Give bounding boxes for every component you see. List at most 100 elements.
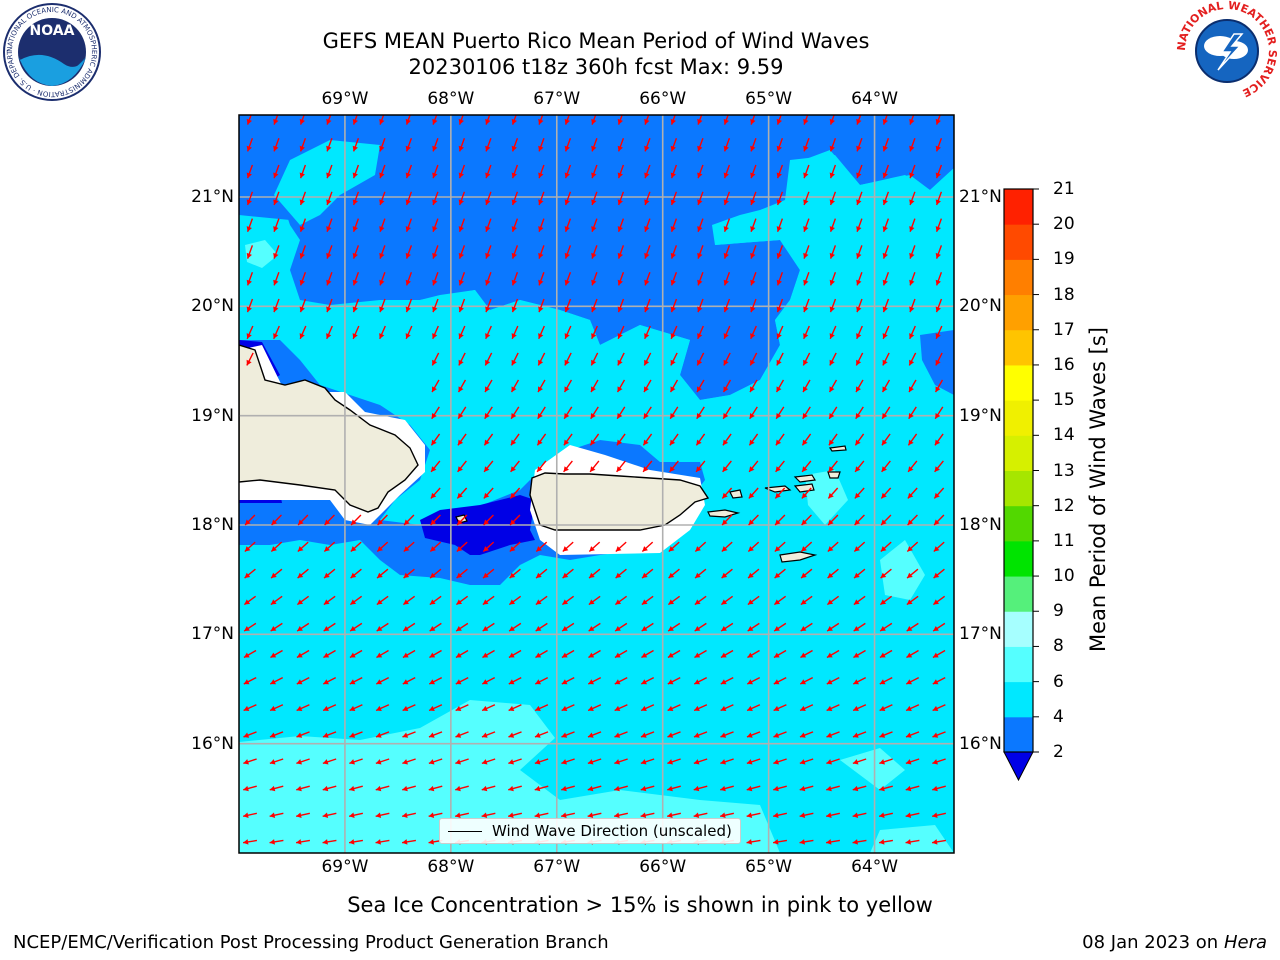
lat-label-left: 20°N xyxy=(191,296,234,317)
direction-arrow xyxy=(535,568,548,579)
direction-arrow xyxy=(934,406,944,420)
direction-arrow xyxy=(694,541,707,553)
direction-arrow xyxy=(458,352,466,366)
direction-arrow xyxy=(773,785,787,792)
field-patch-4to6-east xyxy=(715,150,954,350)
colorbar-segment xyxy=(1004,540,1033,577)
direction-arrow xyxy=(375,839,390,845)
direction-arrow xyxy=(509,541,521,553)
colorbar-segment xyxy=(1004,329,1033,366)
direction-arrow xyxy=(564,245,572,259)
direction-arrow xyxy=(326,164,333,179)
direction-arrow xyxy=(882,271,890,286)
direction-arrow xyxy=(481,812,496,818)
direction-arrow xyxy=(932,649,946,659)
direction-arrow xyxy=(773,731,787,738)
direction-arrow xyxy=(537,352,546,366)
direction-arrow xyxy=(750,137,757,152)
direction-arrow xyxy=(510,460,520,473)
direction-arrow xyxy=(640,785,655,792)
direction-arrow xyxy=(750,115,756,125)
direction-arrow xyxy=(720,676,734,685)
direction-arrow xyxy=(326,271,333,286)
land-virgin-gorda xyxy=(827,471,841,479)
direction-arrow xyxy=(881,433,891,446)
direction-arrow xyxy=(352,271,360,286)
direction-arrow xyxy=(326,218,333,233)
direction-arrow xyxy=(326,191,333,206)
direction-arrow xyxy=(748,514,759,526)
direction-arrow xyxy=(667,758,681,765)
direction-arrow xyxy=(614,785,628,792)
direction-arrow xyxy=(696,406,705,420)
direction-arrow xyxy=(508,622,522,632)
footer-left: NCEP/EMC/Verification Post Processing Pr… xyxy=(13,932,609,953)
direction-arrow xyxy=(670,298,678,313)
direction-arrow xyxy=(720,595,734,606)
direction-arrow xyxy=(405,298,413,313)
direction-arrow xyxy=(561,704,575,712)
direction-arrow xyxy=(909,218,916,233)
direction-arrow xyxy=(801,433,812,446)
direction-arrow xyxy=(375,812,390,818)
direction-arrow xyxy=(485,271,492,286)
direction-arrow xyxy=(269,785,284,792)
direction-arrow xyxy=(430,460,441,473)
direction-arrow xyxy=(697,298,704,313)
direction-arrow xyxy=(853,622,866,632)
direction-arrow xyxy=(614,704,628,712)
direction-arrow xyxy=(484,406,493,420)
direction-arrow xyxy=(855,352,864,366)
direction-arrow xyxy=(511,218,519,233)
colorbar-tick-label: 9 xyxy=(1053,601,1064,622)
direction-arrow xyxy=(296,622,310,632)
direction-arrow xyxy=(299,191,307,206)
direction-arrow xyxy=(432,218,439,233)
direction-arrow xyxy=(538,115,544,125)
direction-arrow xyxy=(375,758,390,765)
direction-arrow xyxy=(828,460,838,473)
lat-label-left: 19°N xyxy=(191,405,234,426)
direction-arrow xyxy=(749,352,758,366)
colorbar-tick-label: 12 xyxy=(1053,495,1075,516)
direction-arrow xyxy=(269,704,284,712)
direction-arrow xyxy=(879,704,893,712)
direction-arrow xyxy=(933,514,945,526)
direction-arrow xyxy=(670,271,678,286)
direction-arrow xyxy=(564,115,570,125)
footer-date: 08 Jan 2023 on xyxy=(1082,932,1224,953)
direction-arrow xyxy=(273,218,280,233)
direction-arrow xyxy=(589,433,600,446)
direction-arrow xyxy=(909,137,916,152)
direction-arrow xyxy=(854,460,865,473)
direction-arrow xyxy=(932,622,946,632)
direction-arrow xyxy=(932,785,946,792)
direction-arrow xyxy=(641,541,654,553)
direction-arrow xyxy=(640,676,655,685)
direction-arrow xyxy=(243,649,257,659)
field-patch-4to6-small2 xyxy=(360,382,378,398)
direction-arrow xyxy=(326,115,332,125)
direction-arrow xyxy=(243,704,257,712)
direction-arrow xyxy=(590,406,599,420)
direction-arrow xyxy=(721,487,733,499)
direction-arrow xyxy=(352,164,360,179)
direction-arrow xyxy=(750,191,757,206)
direction-arrow xyxy=(746,704,761,712)
direction-arrow xyxy=(324,514,335,526)
direction-arrow xyxy=(880,487,892,499)
lat-label-right: 20°N xyxy=(959,296,1002,317)
direction-arrow xyxy=(616,406,626,420)
direction-arrow xyxy=(882,115,888,125)
direction-arrow xyxy=(616,379,626,393)
direction-arrow xyxy=(509,568,521,579)
direction-arrow xyxy=(722,406,732,420)
direction-arrow xyxy=(483,514,494,526)
direction-arrow xyxy=(588,649,601,659)
direction-arrow xyxy=(561,812,575,818)
direction-arrow xyxy=(296,758,310,765)
direction-arrow xyxy=(641,568,654,579)
direction-arrow xyxy=(826,785,840,792)
lon-label-top: 64°W xyxy=(851,89,899,109)
direction-arrow xyxy=(855,379,864,393)
